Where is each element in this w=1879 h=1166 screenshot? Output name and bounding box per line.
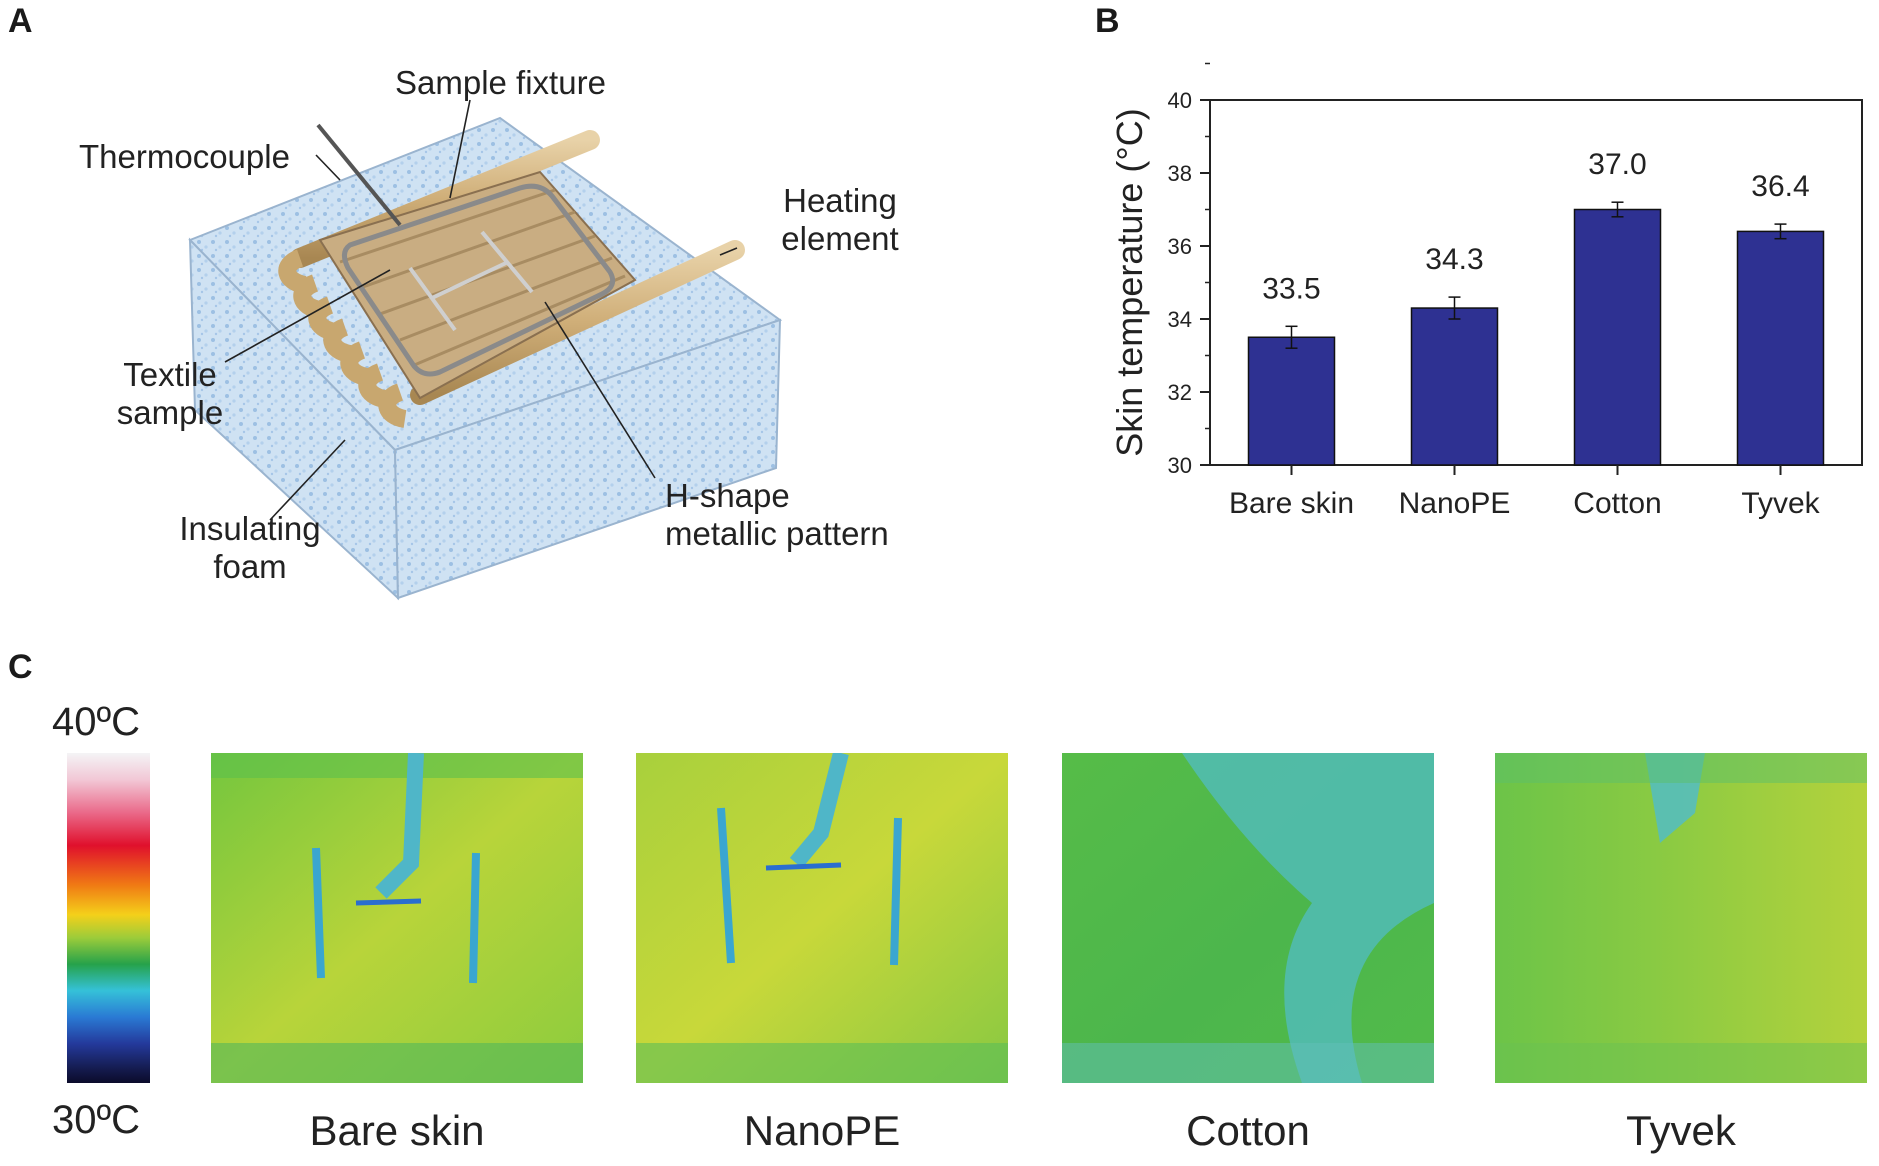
label-heating-line1: Heating — [783, 182, 897, 219]
label-heating-element: Heating element — [760, 182, 920, 259]
label-insulating-line1: Insulating — [179, 510, 321, 547]
label-heating-line2: element — [781, 220, 899, 258]
panel-label-b: B — [1095, 2, 1120, 40]
leader-lines — [224, 99, 738, 521]
label-thermocouple: Thermocouple — [79, 138, 290, 175]
bar — [1736, 230, 1825, 466]
label-textile-line1: Textile — [123, 356, 217, 393]
bar-value-label: 33.5 — [1262, 272, 1320, 305]
bar-value-label: 36.4 — [1751, 170, 1809, 203]
x-tick-label: Tyvek — [1741, 487, 1820, 520]
label-textile-line2: sample — [116, 394, 224, 432]
x-tick-label: Cotton — [1573, 487, 1661, 520]
label-h-shape-pattern: H-shape metallic pattern — [665, 477, 889, 554]
thermocouple-wire — [316, 123, 402, 227]
bar-chart: 30 32 34 36 38 40 Skin temperature (°C) 33.5 Bar… — [1109, 62, 1863, 520]
x-tick-label: Bare skin — [1229, 487, 1354, 520]
thermal-map-cotton — [1062, 753, 1434, 1083]
thermal-label-nanope: NanoPE — [743, 1107, 901, 1154]
heating-element — [278, 130, 745, 428]
y-tick-label: 32 — [1168, 380, 1192, 405]
label-insulating-line2: foam — [213, 548, 287, 586]
y-tick-label: 36 — [1168, 234, 1192, 259]
bar — [1410, 307, 1499, 466]
colorbar-max-label: 40ºC — [52, 700, 140, 744]
label-hshape-line1: H-shape — [665, 477, 790, 514]
bar-value-label: 34.3 — [1425, 243, 1483, 276]
y-tick-label: 34 — [1168, 307, 1192, 332]
bar-value-label: 37.0 — [1588, 148, 1646, 181]
sample-fixture-frame — [342, 183, 616, 377]
thermal-map-tyvek — [1495, 753, 1867, 1083]
thermal-map-nanope — [636, 751, 1008, 1083]
temperature-colorbar — [67, 753, 150, 1083]
y-tick-label: 38 — [1168, 161, 1192, 186]
label-sample-fixture: Sample fixture — [395, 64, 606, 101]
schematic-illustration — [188, 99, 783, 601]
y-axis-title: Skin temperature (°C) — [1109, 108, 1150, 457]
thermal-label-tyvek: Tyvek — [1626, 1107, 1736, 1154]
y-tick-label: 30 — [1168, 453, 1192, 478]
thermal-map-bare-skin — [211, 752, 583, 1083]
label-hshape-line2: metallic pattern — [665, 515, 889, 553]
bar — [1247, 336, 1336, 466]
thermal-label-cotton: Cotton — [1186, 1107, 1310, 1154]
panel-label-a: A — [8, 2, 33, 40]
colorbar-min-label: 30ºC — [52, 1098, 140, 1142]
h-shape-pattern — [408, 230, 534, 332]
label-insulating-foam: Insulating foam — [160, 510, 340, 587]
label-textile-sample: Textile sample — [95, 356, 245, 433]
x-tick-label: NanoPE — [1399, 487, 1511, 520]
y-tick-label: 40 — [1168, 88, 1192, 113]
panel-label-c: C — [8, 648, 33, 686]
bar — [1573, 208, 1662, 466]
thermal-label-bare-skin: Bare skin — [309, 1107, 485, 1154]
